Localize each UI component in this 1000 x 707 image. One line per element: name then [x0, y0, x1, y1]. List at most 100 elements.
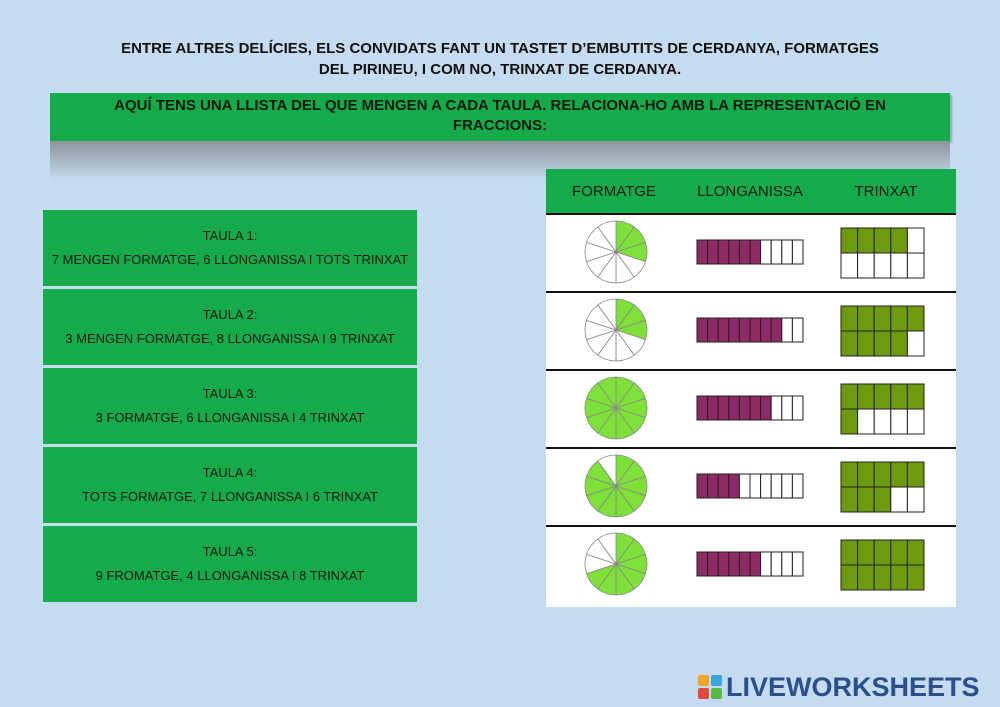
sausage-cell	[760, 473, 772, 499]
trinxat-cell	[857, 461, 875, 488]
sausage-cell	[707, 317, 719, 343]
trinxat-cell	[857, 330, 875, 357]
trinxat-cell	[857, 252, 875, 279]
table-card-title: TAULA 2:	[202, 307, 258, 322]
fraction-row-3[interactable]	[546, 369, 956, 447]
trinxat-cell	[890, 252, 908, 279]
trinxat-cell	[840, 461, 859, 488]
sausage-cell	[749, 551, 762, 577]
sausage-cell	[696, 473, 709, 499]
trinxat-grid	[840, 539, 925, 591]
trinxat-cell	[906, 486, 925, 513]
trinxat-cell	[873, 252, 892, 279]
fraction-row-1[interactable]	[546, 213, 956, 291]
trinxat-cell	[840, 408, 859, 435]
trinxat-cell	[840, 227, 859, 254]
sausage-cell	[781, 551, 793, 577]
trinxat-cell	[906, 539, 925, 566]
sausage-cell	[728, 473, 740, 499]
trinxat-grid	[840, 461, 925, 513]
sausage-cell	[760, 551, 772, 577]
table-card-text: 3 FORMATGE, 6 LLONGANISSA I 4 TRINXAT	[95, 410, 365, 425]
table-card-3[interactable]: TAULA 3: 3 FORMATGE, 6 LLONGANISSA I 4 T…	[43, 368, 417, 444]
trinxat-grid	[840, 383, 925, 435]
sausage-cell	[749, 239, 762, 265]
trinxat-cell	[890, 539, 908, 566]
sausage-cell	[728, 239, 740, 265]
sausage-cell	[707, 395, 719, 421]
cheese-slice	[597, 298, 617, 332]
sausage-cell	[791, 317, 804, 343]
trinxat-cell	[857, 486, 875, 513]
trinxat-cell	[840, 539, 859, 566]
sausage-cell	[749, 473, 762, 499]
trinxat-cell	[906, 564, 925, 591]
fraction-grid-header: FORMATGE LLONGANISSA TRINXAT	[546, 169, 956, 213]
sausage-cell	[791, 239, 804, 265]
trinxat-cell	[840, 305, 859, 332]
sausage-cell	[760, 395, 772, 421]
sausage-cell	[770, 317, 783, 343]
trinxat-cell	[873, 461, 892, 488]
table-card-title: TAULA 5:	[202, 544, 258, 559]
sausage-cell	[728, 551, 740, 577]
table-card-text: 3 MENGEN FORMATGE, 8 LLONGANISSA I 9 TRI…	[65, 331, 395, 346]
trinxat-grid	[840, 305, 925, 357]
table-card-1[interactable]: TAULA 1: 7 MENGEN FORMATGE, 6 LLONGANISS…	[43, 210, 417, 286]
trinxat-cell	[906, 252, 925, 279]
trinxat-cell	[906, 305, 925, 332]
sausage-cell	[728, 317, 740, 343]
fraction-row-4[interactable]	[546, 447, 956, 525]
sausage-cell	[749, 317, 762, 343]
table-card-2[interactable]: TAULA 2: 3 MENGEN FORMATGE, 8 LLONGANISS…	[43, 289, 417, 365]
trinxat-cell	[840, 486, 859, 513]
sausage-cell	[738, 473, 751, 499]
trinxat-cell	[857, 227, 875, 254]
trinxat-cell	[873, 383, 892, 410]
sausage-cell	[770, 395, 783, 421]
trinxat-cell	[873, 486, 892, 513]
sausage-cell	[770, 551, 783, 577]
cheese-pie	[584, 532, 648, 596]
trinxat-cell	[906, 408, 925, 435]
fraction-rows	[546, 213, 956, 603]
sausage-cell	[738, 239, 751, 265]
sausage-cell	[791, 395, 804, 421]
intro-line-1: ENTRE ALTRES DELÍCIES, ELS CONVIDATS FAN…	[121, 40, 879, 57]
table-card-5[interactable]: TAULA 5: 9 FROMATGE, 4 LLONGANISSA I 8 T…	[43, 526, 417, 602]
sausage-cell	[781, 317, 793, 343]
instruction-banner: AQUÍ TENS UNA LLISTA DEL QUE MENGEN A CA…	[50, 93, 950, 141]
sausage-cell	[696, 239, 709, 265]
sausage-cell	[781, 473, 793, 499]
intro-line-2: DEL PIRINEU, I COM NO, TRINXAT DE CERDAN…	[318, 61, 682, 78]
trinxat-cell	[840, 564, 859, 591]
trinxat-cell	[873, 408, 892, 435]
sausage-cell	[717, 473, 730, 499]
table-list: TAULA 1: 7 MENGEN FORMATGE, 6 LLONGANISS…	[43, 210, 417, 605]
sausage-bar	[696, 551, 804, 577]
sausage-bar	[696, 239, 804, 265]
sausage-cell	[717, 551, 730, 577]
header-trinxat: TRINXAT	[854, 182, 918, 200]
trinxat-cell	[906, 383, 925, 410]
table-card-title: TAULA 3:	[202, 386, 258, 401]
sausage-cell	[770, 239, 783, 265]
sausage-cell	[791, 473, 804, 499]
trinxat-cell	[906, 330, 925, 357]
sausage-cell	[728, 395, 740, 421]
sausage-cell	[760, 239, 772, 265]
cheese-pie	[584, 298, 648, 362]
table-card-text: 7 MENGEN FORMATGE, 6 LLONGANISSA I TOTS …	[51, 252, 409, 267]
fraction-row-2[interactable]	[546, 291, 956, 369]
table-card-4[interactable]: TAULA 4: TOTS FORMATGE, 7 LLONGANISSA I …	[43, 447, 417, 523]
fraction-row-5[interactable]	[546, 525, 956, 603]
sausage-cell	[696, 395, 709, 421]
trinxat-cell	[890, 305, 908, 332]
instruction-line-1: AQUÍ TENS UNA LLISTA DEL QUE MENGEN A CA…	[114, 97, 886, 114]
sausage-cell	[717, 395, 730, 421]
sausage-cell	[781, 239, 793, 265]
sausage-cell	[717, 317, 730, 343]
liveworksheets-logo: LIVEWORKSHEETS	[698, 672, 980, 702]
trinxat-grid	[840, 227, 925, 279]
sausage-cell	[707, 551, 719, 577]
